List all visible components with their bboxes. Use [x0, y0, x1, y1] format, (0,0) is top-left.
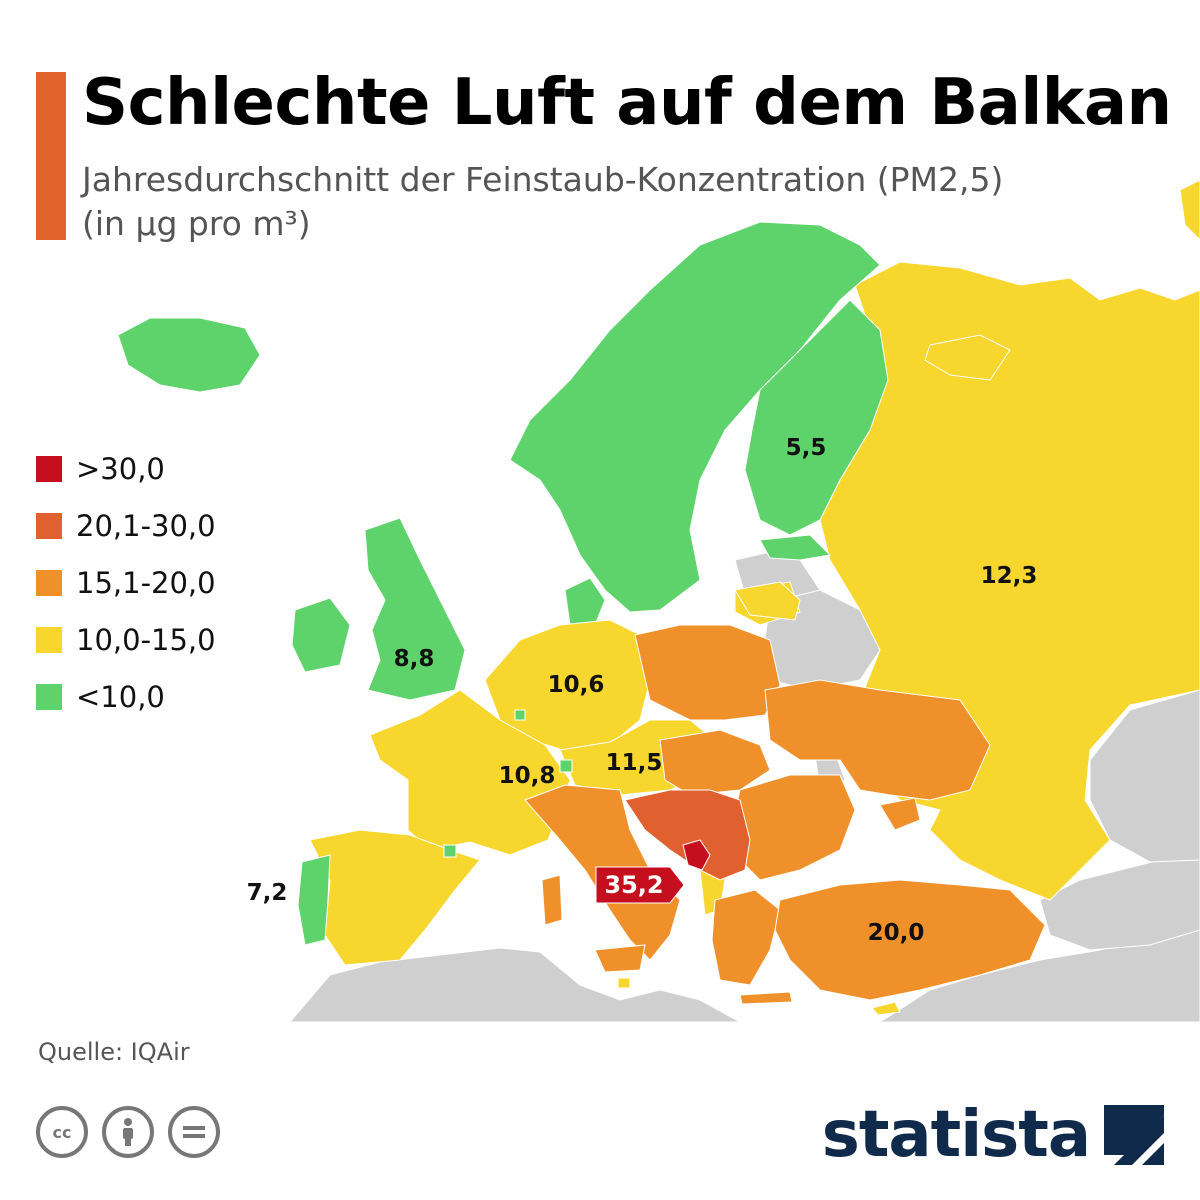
sardinia: [541, 874, 563, 926]
legend-item: >30,0: [36, 440, 216, 497]
no-derivatives-icon: [168, 1106, 220, 1158]
novaya-zemlya: [1179, 179, 1200, 241]
sicily: [594, 944, 646, 973]
legend-swatch: [36, 569, 62, 596]
turkey: [774, 879, 1046, 1001]
montenegro-bosnia: [682, 839, 711, 871]
denmark: [564, 577, 606, 626]
uk: [364, 517, 466, 701]
north-africa: [288, 947, 741, 1023]
value-uk: 8,8: [394, 646, 435, 672]
legend-item: <10,0: [36, 668, 216, 725]
license-icons: cc: [36, 1106, 220, 1158]
value-portugal: 7,2: [247, 880, 288, 906]
source-note: Quelle: IQAir: [38, 1038, 190, 1066]
kazakhstan: [1089, 689, 1200, 863]
slovakia-hungary: [659, 729, 771, 796]
legend-item: 15,1-20,0: [36, 554, 216, 611]
statista-logo: statista: [822, 1098, 1164, 1172]
caucasus-iran: [1039, 859, 1200, 951]
poland: [634, 624, 781, 721]
legend-swatch: [36, 455, 62, 482]
legend-swatch: [36, 512, 62, 539]
legend-swatch: [36, 626, 62, 653]
estonia: [759, 534, 832, 561]
legend-item: 20,1-30,0: [36, 497, 216, 554]
cyprus: [871, 1001, 901, 1016]
crete: [739, 991, 793, 1005]
finland: [744, 299, 889, 536]
portugal: [297, 854, 331, 946]
france: [369, 689, 571, 856]
highlight-label-box: [595, 866, 685, 904]
value-turkey: 20,0: [868, 920, 925, 946]
subtitle: Jahresdurchschnitt der Feinstaub-Konzent…: [82, 158, 1162, 246]
subtitle-line-2: (in µg pro m³): [82, 204, 311, 243]
logo-text: statista: [821, 1098, 1091, 1172]
ukraine: [764, 679, 991, 801]
cc-icon: cc: [36, 1106, 88, 1158]
legend-label: 20,1-30,0: [76, 508, 216, 543]
balkans: [624, 789, 751, 881]
ireland: [291, 597, 351, 673]
attribution-icon: [102, 1106, 154, 1158]
greece: [711, 889, 781, 986]
russia-kola: [924, 334, 1011, 381]
legend-label: 10,0-15,0: [76, 622, 216, 657]
statista-logo-icon: [1104, 1105, 1164, 1165]
legend: >30,0 20,1-30,0 15,1-20,0 10,0-15,0 <10,0: [36, 440, 216, 725]
latvia-lithuania: [734, 581, 801, 621]
romania-bulgaria: [729, 774, 856, 881]
liechtenstein: [559, 759, 573, 773]
legend-label: 15,1-20,0: [76, 565, 216, 600]
luxembourg: [514, 709, 526, 721]
value-russia: 12,3: [981, 563, 1038, 589]
subtitle-line-1: Jahresdurchschnitt der Feinstaub-Konzent…: [82, 160, 1004, 199]
crimea: [879, 797, 921, 831]
malta: [617, 977, 631, 989]
legend-item: 10,0-15,0: [36, 611, 216, 668]
legend-label: >30,0: [76, 451, 165, 486]
value-austria: 11,5: [606, 750, 663, 776]
highlight-label-montenegro: 35,2: [595, 866, 685, 904]
value-germany: 10,6: [548, 672, 605, 698]
value-france: 10,8: [499, 763, 556, 789]
iceland: [117, 317, 261, 393]
page-title: Schlechte Luft auf dem Balkan: [82, 66, 1172, 140]
legend-swatch: [36, 683, 62, 710]
legend-label: <10,0: [76, 679, 165, 714]
value-montenegro: 35,2: [604, 871, 663, 899]
svg-text:cc: cc: [53, 1123, 72, 1142]
andorra: [443, 844, 457, 858]
value-finland: 5,5: [786, 435, 827, 461]
accent-bar: [36, 72, 66, 240]
